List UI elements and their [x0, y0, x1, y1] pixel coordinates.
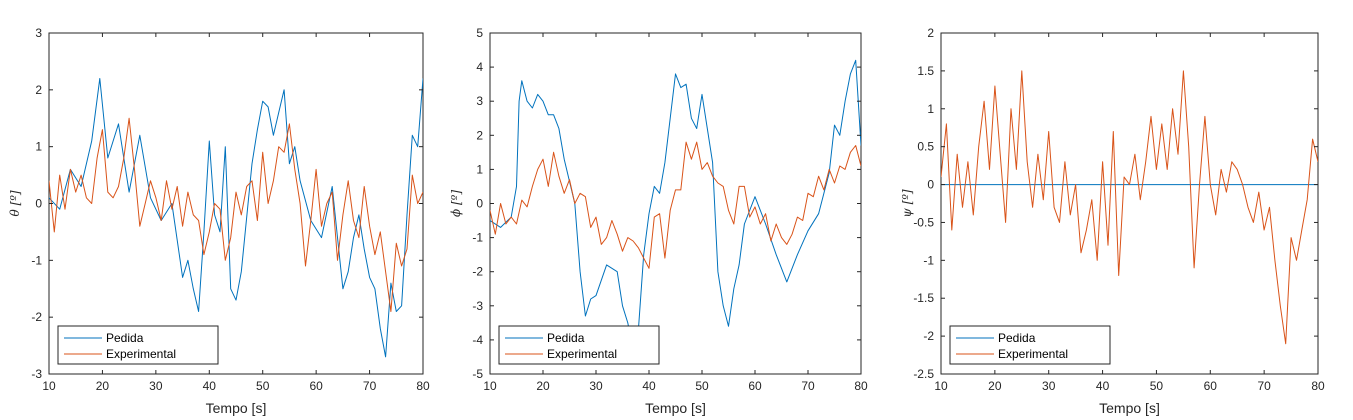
x-tick-label: 20 [96, 379, 110, 393]
legend-box [949, 325, 1111, 365]
y-tick-label: 0 [35, 197, 42, 211]
y-tick-label: 3 [476, 94, 483, 108]
x-tick-label: 60 [1204, 379, 1218, 393]
y-tick-label: -1 [923, 253, 934, 267]
x-tick-label: 60 [748, 379, 762, 393]
x-tick-label: 60 [309, 379, 323, 393]
y-tick-label: -2.5 [913, 367, 934, 381]
y-tick-label: -2 [923, 329, 934, 343]
plot-box [48, 32, 424, 375]
legend-label: Pedida [547, 331, 585, 345]
legend-label: Experimental [106, 347, 176, 361]
chart-psi: 10 20 30 40 50 60 70 80 -2.5 -2 -1.5 -1 -0.5 0 0.5 1 1.5… [900, 26, 1325, 416]
chart-phi: 10 20 30 40 50 60 70 80 -5 -4 -3 -2 -1 0 1 2 3 4 5 Tempo [s… [449, 26, 868, 416]
x-tick-label: 40 [642, 379, 656, 393]
y-tick-label: -5 [472, 367, 483, 381]
x-tick-label: 50 [1150, 379, 1164, 393]
y-tick-label: 5 [476, 26, 483, 40]
y-tick-label: 2 [476, 128, 483, 142]
y-tick-label: 0 [927, 178, 934, 192]
x-tick-label: 80 [854, 379, 868, 393]
x-tick-label: 30 [1042, 379, 1056, 393]
y-axis-label: θ [º] [8, 190, 22, 216]
x-tick-label: 30 [149, 379, 163, 393]
x-tick-label: 20 [988, 379, 1002, 393]
plot-box [940, 32, 1319, 375]
legend-label: Pedida [106, 331, 144, 345]
y-tick-label: 0.5 [917, 140, 934, 154]
y-tick-label: -1 [472, 231, 483, 245]
y-tick-label: 4 [476, 60, 483, 74]
legend-box [498, 325, 660, 365]
y-tick-label: 0 [476, 197, 483, 211]
x-tick-label: 20 [536, 379, 550, 393]
y-tick-label: 2 [927, 26, 934, 40]
x-tick-label: 80 [1311, 379, 1325, 393]
y-tick-label: -2 [472, 265, 483, 279]
x-tick-label: 50 [256, 379, 270, 393]
y-tick-label: 3 [35, 26, 42, 40]
y-tick-label: -2 [31, 310, 42, 324]
x-tick-label: 70 [1257, 379, 1271, 393]
x-axis-label: Tempo [s] [1099, 400, 1160, 416]
x-tick-label: 70 [801, 379, 815, 393]
series-line-experimental [941, 70, 1318, 345]
x-tick-label: 10 [934, 379, 948, 393]
series-line-pedida [49, 78, 423, 358]
x-tick-label: 10 [483, 379, 497, 393]
y-tick-label: 2 [35, 83, 42, 97]
x-tick-label: 50 [695, 379, 709, 393]
y-tick-label: 1.5 [917, 64, 934, 78]
y-tick-label: -0.5 [913, 215, 934, 229]
chart-theta: 10 20 30 40 50 60 70 80 -3 -2 -1 0 1 2 3 Tempo [s] θ [º]… [8, 26, 430, 416]
x-tick-label: 80 [416, 379, 430, 393]
legend-label: Experimental [547, 347, 617, 361]
x-tick-label: 40 [1096, 379, 1110, 393]
x-tick-label: 70 [363, 379, 377, 393]
x-tick-label: 10 [42, 379, 56, 393]
x-tick-label: 40 [203, 379, 217, 393]
x-axis-label: Tempo [s] [645, 400, 706, 416]
x-axis-label: Tempo [s] [206, 400, 267, 416]
y-axis-label: ψ [º] [900, 189, 914, 218]
y-tick-label: 1 [476, 162, 483, 176]
plot-box [489, 32, 862, 375]
y-tick-label: -3 [472, 299, 483, 313]
legend-label: Experimental [998, 347, 1068, 361]
series-line-experimental [490, 141, 861, 269]
y-tick-label: -4 [472, 333, 483, 347]
y-tick-label: -1 [31, 253, 42, 267]
y-tick-label: 1 [927, 102, 934, 116]
y-tick-label: -1.5 [913, 291, 934, 305]
series-line-pedida [490, 59, 861, 351]
series-line-experimental [49, 117, 423, 312]
legend-box [57, 325, 219, 365]
legend-label: Pedida [998, 331, 1036, 345]
y-tick-label: -3 [31, 367, 42, 381]
x-tick-label: 30 [589, 379, 603, 393]
y-axis-label: ϕ [º] [449, 190, 463, 217]
y-tick-label: 1 [35, 140, 42, 154]
